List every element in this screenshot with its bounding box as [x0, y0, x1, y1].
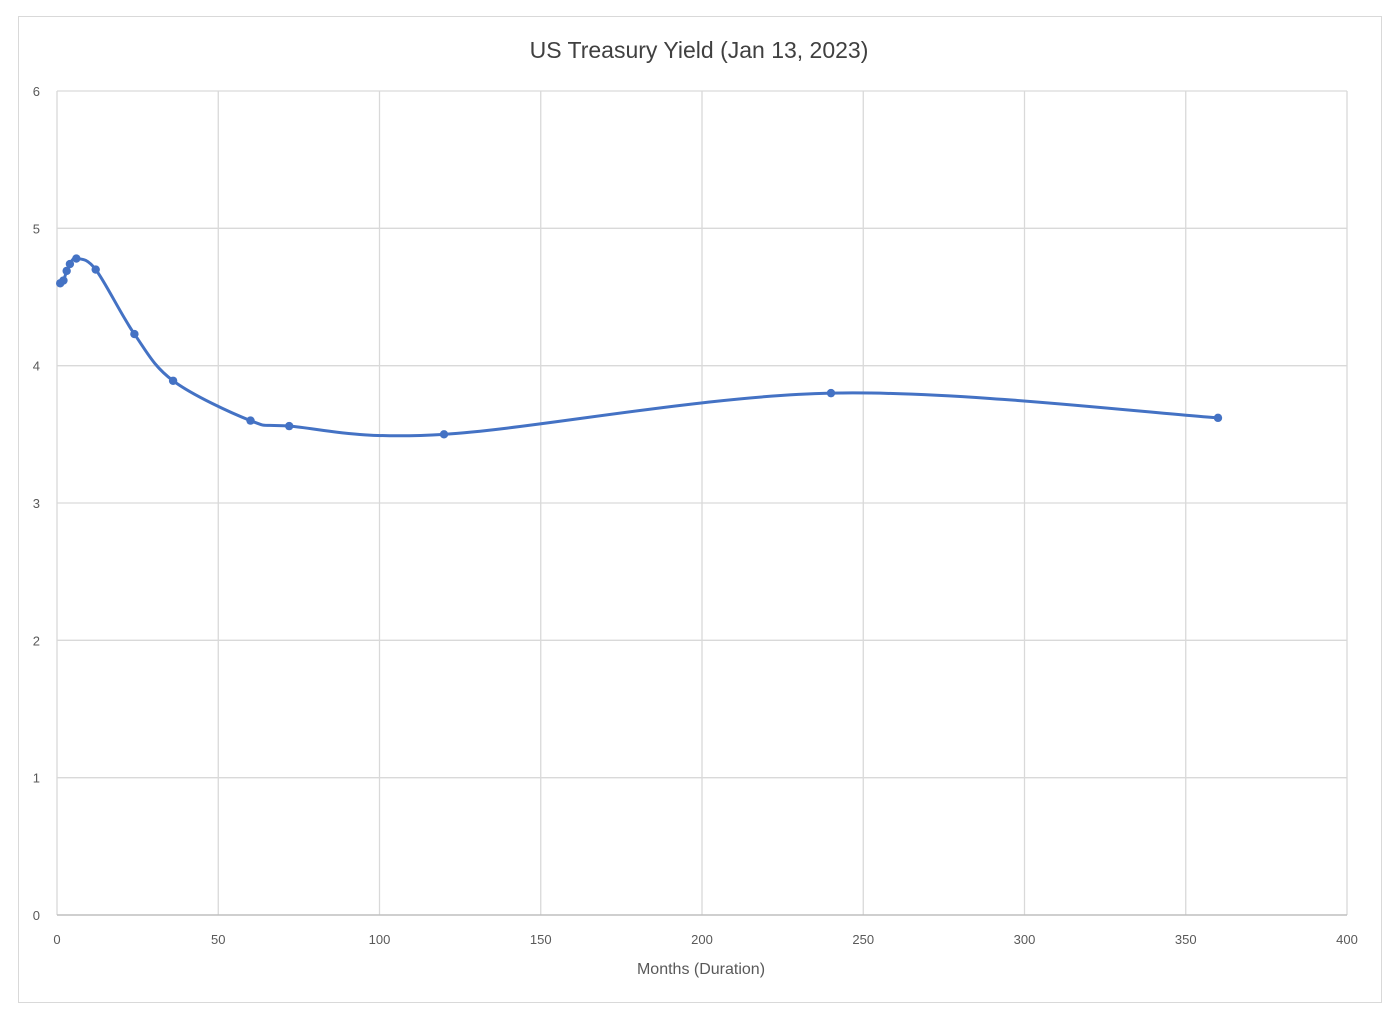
grid-layer [56, 90, 1348, 915]
series-line-layer [58, 256, 1220, 438]
tick-labels-layer: 0 50 100 150 200 250 300 350 400 0 1 2 3 4 5 6 [33, 84, 1358, 947]
data-point [91, 265, 100, 274]
x-tick-label: 50 [211, 932, 225, 947]
x-tick-label: 200 [691, 932, 713, 947]
data-point [59, 276, 68, 285]
chart-frame [18, 16, 1382, 1003]
y-tick-label: 3 [33, 496, 40, 511]
data-point [72, 254, 81, 263]
x-tick-label: 250 [852, 932, 874, 947]
data-point [65, 259, 75, 269]
x-tick-label: 100 [369, 932, 391, 947]
data-point [1213, 413, 1223, 423]
data-point [439, 430, 449, 439]
x-tick-label: 150 [530, 932, 552, 947]
data-point [246, 416, 255, 425]
y-tick-label: 0 [33, 908, 40, 923]
series-line [58, 256, 1220, 438]
x-tick-label: 0 [53, 932, 60, 947]
data-point [168, 376, 178, 385]
y-tick-label: 4 [33, 359, 40, 374]
data-point [62, 266, 71, 276]
y-tick-label: 2 [33, 633, 40, 648]
x-tick-label: 300 [1014, 932, 1036, 947]
x-tick-label: 400 [1336, 932, 1358, 947]
data-point [826, 388, 836, 398]
y-tick-label: 6 [33, 84, 40, 99]
data-point [130, 329, 139, 339]
chart-title: US Treasury Yield (Jan 13, 2023) [530, 37, 869, 63]
data-point [285, 421, 294, 431]
y-tick-label: 1 [33, 771, 40, 786]
data-points-layer [56, 254, 1223, 439]
x-tick-label: 350 [1175, 932, 1197, 947]
x-axis-label: Months (Duration) [637, 961, 765, 978]
y-tick-label: 5 [33, 221, 40, 236]
